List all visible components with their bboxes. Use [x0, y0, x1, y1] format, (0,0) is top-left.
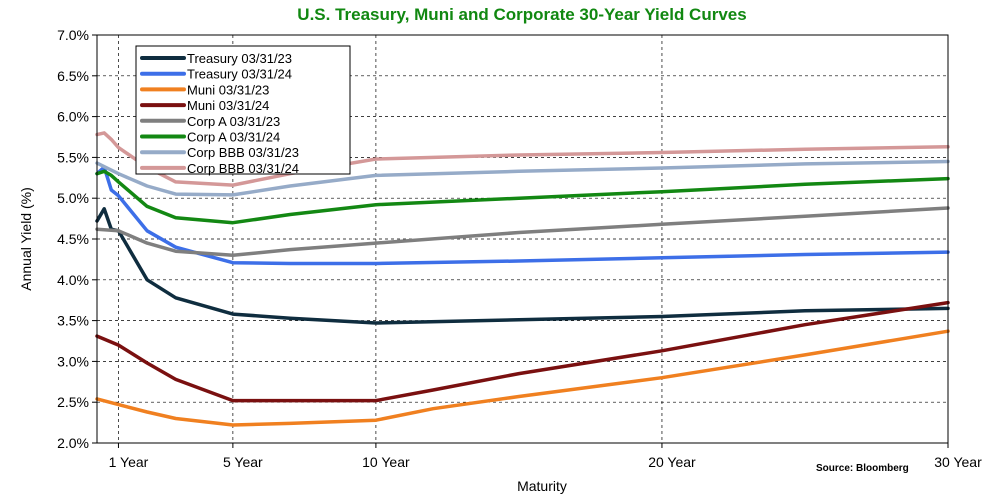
y-tick-label: 4.0%: [57, 272, 89, 288]
y-tick-label: 4.5%: [57, 231, 89, 247]
legend-label: Corp BBB 03/31/24: [187, 161, 299, 176]
y-tick-label: 6.0%: [57, 109, 89, 125]
legend-label: Corp A 03/31/23: [187, 114, 280, 129]
series-line-7: [95, 131, 950, 187]
series-line-2: [95, 329, 950, 427]
y-axis-label: Annual Yield (%): [18, 187, 34, 291]
x-axis-label: Maturity: [517, 478, 567, 494]
legend-label: Corp A 03/31/24: [187, 130, 280, 145]
series-line-0: [95, 207, 950, 325]
x-tick-label: 5 Year: [223, 454, 263, 470]
x-tick-label: 10 Year: [362, 454, 410, 470]
chart-title: U.S. Treasury, Muni and Corporate 30-Yea…: [297, 5, 746, 24]
grid-lines: [97, 35, 948, 443]
y-tick-label: 3.0%: [57, 353, 89, 369]
y-tick-label: 3.5%: [57, 313, 89, 329]
y-tick-label: 2.5%: [57, 394, 89, 410]
y-tick-label: 5.5%: [57, 149, 89, 165]
series-line-3: [95, 300, 950, 403]
source-note: Source: Bloomberg: [816, 463, 909, 474]
x-axis-ticks: 1 Year 5 Year 10 Year 20 Year 30 Year: [109, 443, 982, 470]
series-lines: [95, 131, 950, 427]
y-axis-ticks: 2.0% 2.5% 3.0% 3.5% 4.0% 4.5% 5.0% 5.5% 6.0% 6.5%…: [57, 27, 97, 451]
series-line-1: [95, 165, 950, 266]
series-line-5: [95, 169, 950, 225]
y-tick-label: 5.0%: [57, 190, 89, 206]
y-tick-label: 2.0%: [57, 435, 89, 451]
y-tick-label: 6.5%: [57, 68, 89, 84]
series-line-4: [95, 206, 950, 258]
x-tick-label: 20 Year: [648, 454, 696, 470]
legend-label: Muni 03/31/24: [187, 98, 269, 113]
legend-label: Muni 03/31/23: [187, 82, 269, 97]
x-tick-label: 1 Year: [109, 454, 149, 470]
y-tick-label: 7.0%: [57, 27, 89, 43]
x-tick-label: 30 Year: [934, 454, 982, 470]
legend-label: Treasury 03/31/23: [187, 51, 292, 66]
legend-label: Treasury 03/31/24: [187, 67, 292, 82]
series-line-6: [95, 159, 950, 197]
legend-label: Corp BBB 03/31/23: [187, 145, 299, 160]
